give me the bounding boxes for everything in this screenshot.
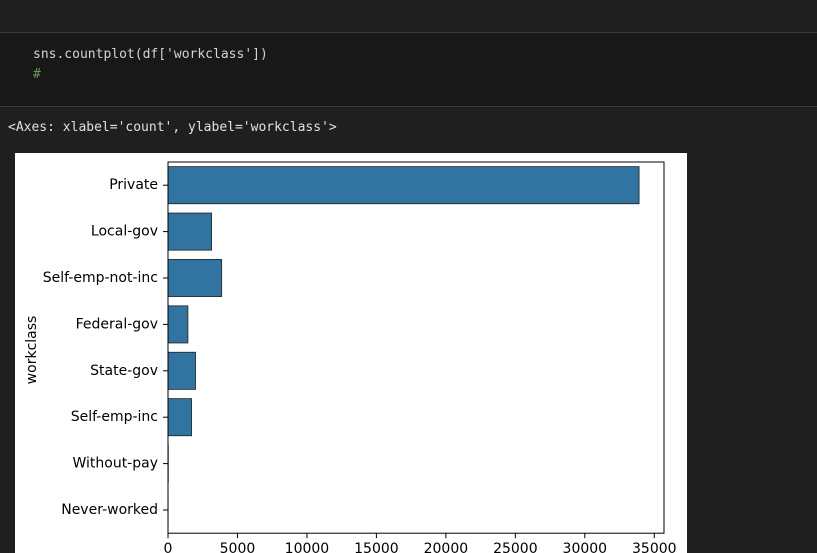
x-tick-label: 35000 — [632, 541, 677, 553]
y-tick-label: Never-worked — [61, 502, 158, 518]
y-axis-label: workclass — [24, 316, 40, 385]
x-tick-label: 20000 — [424, 541, 469, 553]
x-tick-label: 25000 — [493, 541, 538, 553]
y-tick-label: Self-emp-inc — [71, 409, 158, 425]
y-tick-label: Without-pay — [72, 456, 158, 472]
axes-frame — [167, 161, 665, 534]
toolbar — [0, 0, 817, 32]
x-tick-label: 30000 — [563, 541, 608, 553]
x-tick-label: 15000 — [354, 541, 399, 553]
y-tick-label: Private — [109, 177, 158, 193]
x-tick-label: 10000 — [285, 541, 330, 553]
y-tick-label: State-gov — [90, 363, 158, 379]
bar — [167, 398, 192, 437]
figure — [15, 153, 687, 553]
y-tick-label: Local-gov — [91, 224, 158, 240]
bar — [167, 259, 223, 297]
bar — [167, 212, 212, 251]
x-tick-label: 5000 — [220, 541, 256, 553]
bar — [167, 351, 196, 390]
code-cell[interactable] — [0, 33, 817, 106]
y-tick-label: Self-emp-not-inc — [43, 270, 158, 286]
bar — [167, 166, 640, 205]
bar — [167, 305, 189, 344]
plot: Private Local-gov Self-emp-not-inc Federal-… — [43, 161, 677, 553]
output-text: <Axes: xlabel='count', ylabel='workclass… — [8, 120, 337, 135]
code-line: sns.countplot(df['workclass']) — [33, 47, 268, 62]
y-tick-label: Federal-gov — [76, 316, 158, 332]
x-tick-label: 0 — [164, 541, 173, 553]
code-comment: # — [33, 67, 41, 82]
